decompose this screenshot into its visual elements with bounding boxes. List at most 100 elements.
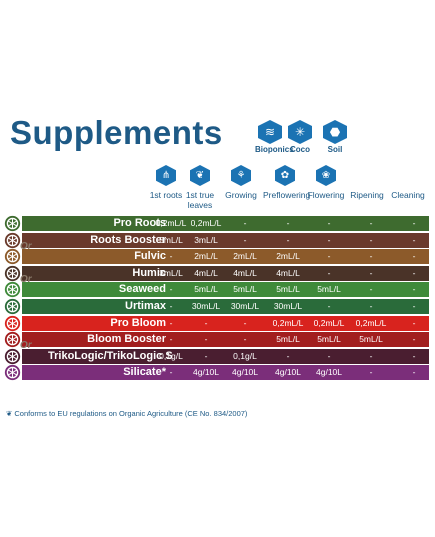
- table-row: TrikoLogic/TrikoLogic S 0,1g/L -0,1g/L - - - -: [4, 348, 429, 364]
- table-row: Urtimax -30mL/L 30mL/L 30mL/L - - -: [4, 298, 429, 315]
- eu-organic-icon: ❦: [6, 409, 13, 418]
- row-band: [22, 348, 429, 364]
- dosage-cell: -: [327, 301, 331, 311]
- media-soil: ⬣ Soil: [320, 120, 350, 154]
- dosage-cell: -: [369, 218, 373, 228]
- or-label: Or: [20, 340, 32, 352]
- product-name: Humic: [132, 266, 166, 279]
- stage-header: ⋔ 1st roots: [144, 165, 188, 200]
- product-name: Pro Roots: [113, 217, 166, 229]
- dosage-cell: 0,2mL/L: [313, 317, 345, 328]
- media-label: Soil: [327, 145, 343, 154]
- dosage-cell: 0,2mL/L: [155, 218, 187, 228]
- dosage-cell: 30mL/L: [191, 301, 221, 311]
- dosage-cell: -: [169, 251, 173, 262]
- dosage-cell: -: [327, 218, 331, 228]
- organic-certified-icon: [4, 365, 21, 381]
- dosage-cell: -: [327, 251, 331, 262]
- dosage-cell: 4mL/L: [276, 267, 300, 278]
- dosage-cell: -: [286, 234, 290, 245]
- product-name: Urtimax: [125, 300, 166, 312]
- media-label: Coco: [290, 145, 310, 154]
- row-band: [22, 299, 429, 314]
- dosage-cell: 0,2mL/L: [272, 317, 304, 328]
- row-band: [22, 232, 429, 248]
- stage-label: Preflowering: [263, 190, 311, 200]
- row-band: [22, 315, 429, 331]
- dosage-cell: 2mL/L: [233, 251, 257, 262]
- dosage-cell: 3mL/L: [194, 234, 218, 245]
- dosage-cell: -: [412, 301, 416, 311]
- dosage-cell: -: [169, 334, 173, 345]
- dosage-cell: -: [412, 251, 416, 262]
- table-row: Or Roots Booster 5mL/L 3mL/L - - - - -: [4, 232, 429, 252]
- table-row: Silicate* -4g/10L 4g/10L 4g/10L 4g/10L - -: [4, 365, 429, 381]
- organic-certified-icon: [4, 315, 21, 331]
- dosage-cell: -: [369, 234, 373, 245]
- dosage-cell: 0,2mL/L: [355, 317, 387, 328]
- dosage-cell: -: [412, 234, 416, 245]
- dosage-cell: -: [243, 218, 247, 228]
- dosage-cell: 4g/10L: [232, 367, 258, 378]
- dosage-cell: -: [369, 251, 373, 262]
- dosage-cell: 5mL/L: [317, 334, 341, 345]
- dosage-cell: -: [243, 317, 247, 328]
- dosage-cell: 4g/10L: [275, 367, 301, 378]
- dosage-cell: -: [286, 350, 290, 361]
- dosage-cell: 5mL/L: [233, 284, 257, 295]
- organic-certified-icon: [4, 265, 21, 281]
- row-band: [22, 216, 429, 231]
- dosage-cell: -: [169, 317, 173, 328]
- dosage-cell: 4g/10L: [316, 367, 342, 378]
- dosage-cell: -: [412, 350, 416, 361]
- dosage-cell: -: [169, 367, 173, 378]
- row-band: [22, 332, 429, 348]
- dosage-cell: -: [412, 317, 416, 328]
- dosage-cell: -: [169, 301, 173, 311]
- dosage-cell: 4g/10L: [193, 367, 219, 378]
- dosage-cell: -: [369, 350, 373, 361]
- stage-header: Cleaning: [386, 165, 430, 200]
- dosage-cell: 2mL/L: [276, 251, 300, 262]
- table-row: Pro Bloom - - -0,2mL/L 0,2mL/L 0,2mL/L -: [4, 315, 429, 331]
- table-row: Or Humic 3mL/L 4mL/L 4mL/L 4mL/L - - -: [4, 265, 429, 285]
- stage-label: Flowering: [307, 190, 345, 200]
- dosage-cell: -: [204, 317, 208, 328]
- dosage-cell: 5mL/L: [276, 284, 300, 295]
- leaf-icon: ❦: [190, 165, 210, 186]
- dosage-cell: -: [369, 284, 373, 295]
- product-name: Roots Booster: [90, 233, 166, 246]
- table-row: Pro Roots 0,2mL/L 0,2mL/L - - - - -: [4, 215, 429, 232]
- dosage-cell: 5mL/L: [359, 334, 383, 345]
- product-name: TrikoLogic/TrikoLogic S: [48, 349, 173, 362]
- product-name: Pro Bloom: [110, 316, 166, 329]
- coco-palm-icon: ✳: [288, 120, 312, 144]
- footnote: ❦ Conforms to EU regulations on Organic …: [6, 409, 247, 418]
- row-band: [22, 282, 429, 298]
- dosage-cell: -: [327, 267, 331, 278]
- dosage-cell: 0,1g/L: [233, 350, 257, 361]
- roots-icon: ⋔: [156, 165, 176, 186]
- dosage-cell: -: [327, 350, 331, 361]
- bioponics-icon: ≋: [258, 120, 282, 144]
- dosage-cell: -: [412, 267, 416, 278]
- dosage-cell: 4mL/L: [194, 267, 218, 278]
- row-band: [22, 265, 429, 281]
- dosage-cell: -: [412, 284, 416, 295]
- stage-header: Ripening: [345, 165, 389, 200]
- dosage-cell: 30mL/L: [273, 301, 303, 311]
- organic-certified-icon: [4, 282, 21, 298]
- dosage-cell: -: [204, 350, 208, 361]
- media-bioponics: ≋ Bioponics: [255, 120, 294, 154]
- row-band: [22, 249, 429, 265]
- sprout-icon: ⚘: [231, 165, 251, 186]
- flower-icon: ❀: [316, 165, 336, 186]
- organic-certified-icon: [4, 348, 21, 364]
- product-name: Bloom Booster: [87, 333, 166, 346]
- media-coco: ✳ Coco: [285, 120, 315, 154]
- dosage-cell: -: [369, 267, 373, 278]
- dosage-cell: -: [369, 301, 373, 311]
- stage-label: Ripening: [350, 190, 384, 200]
- dosage-cell: -: [412, 334, 416, 345]
- stage-header: ⚘ Growing: [219, 165, 263, 200]
